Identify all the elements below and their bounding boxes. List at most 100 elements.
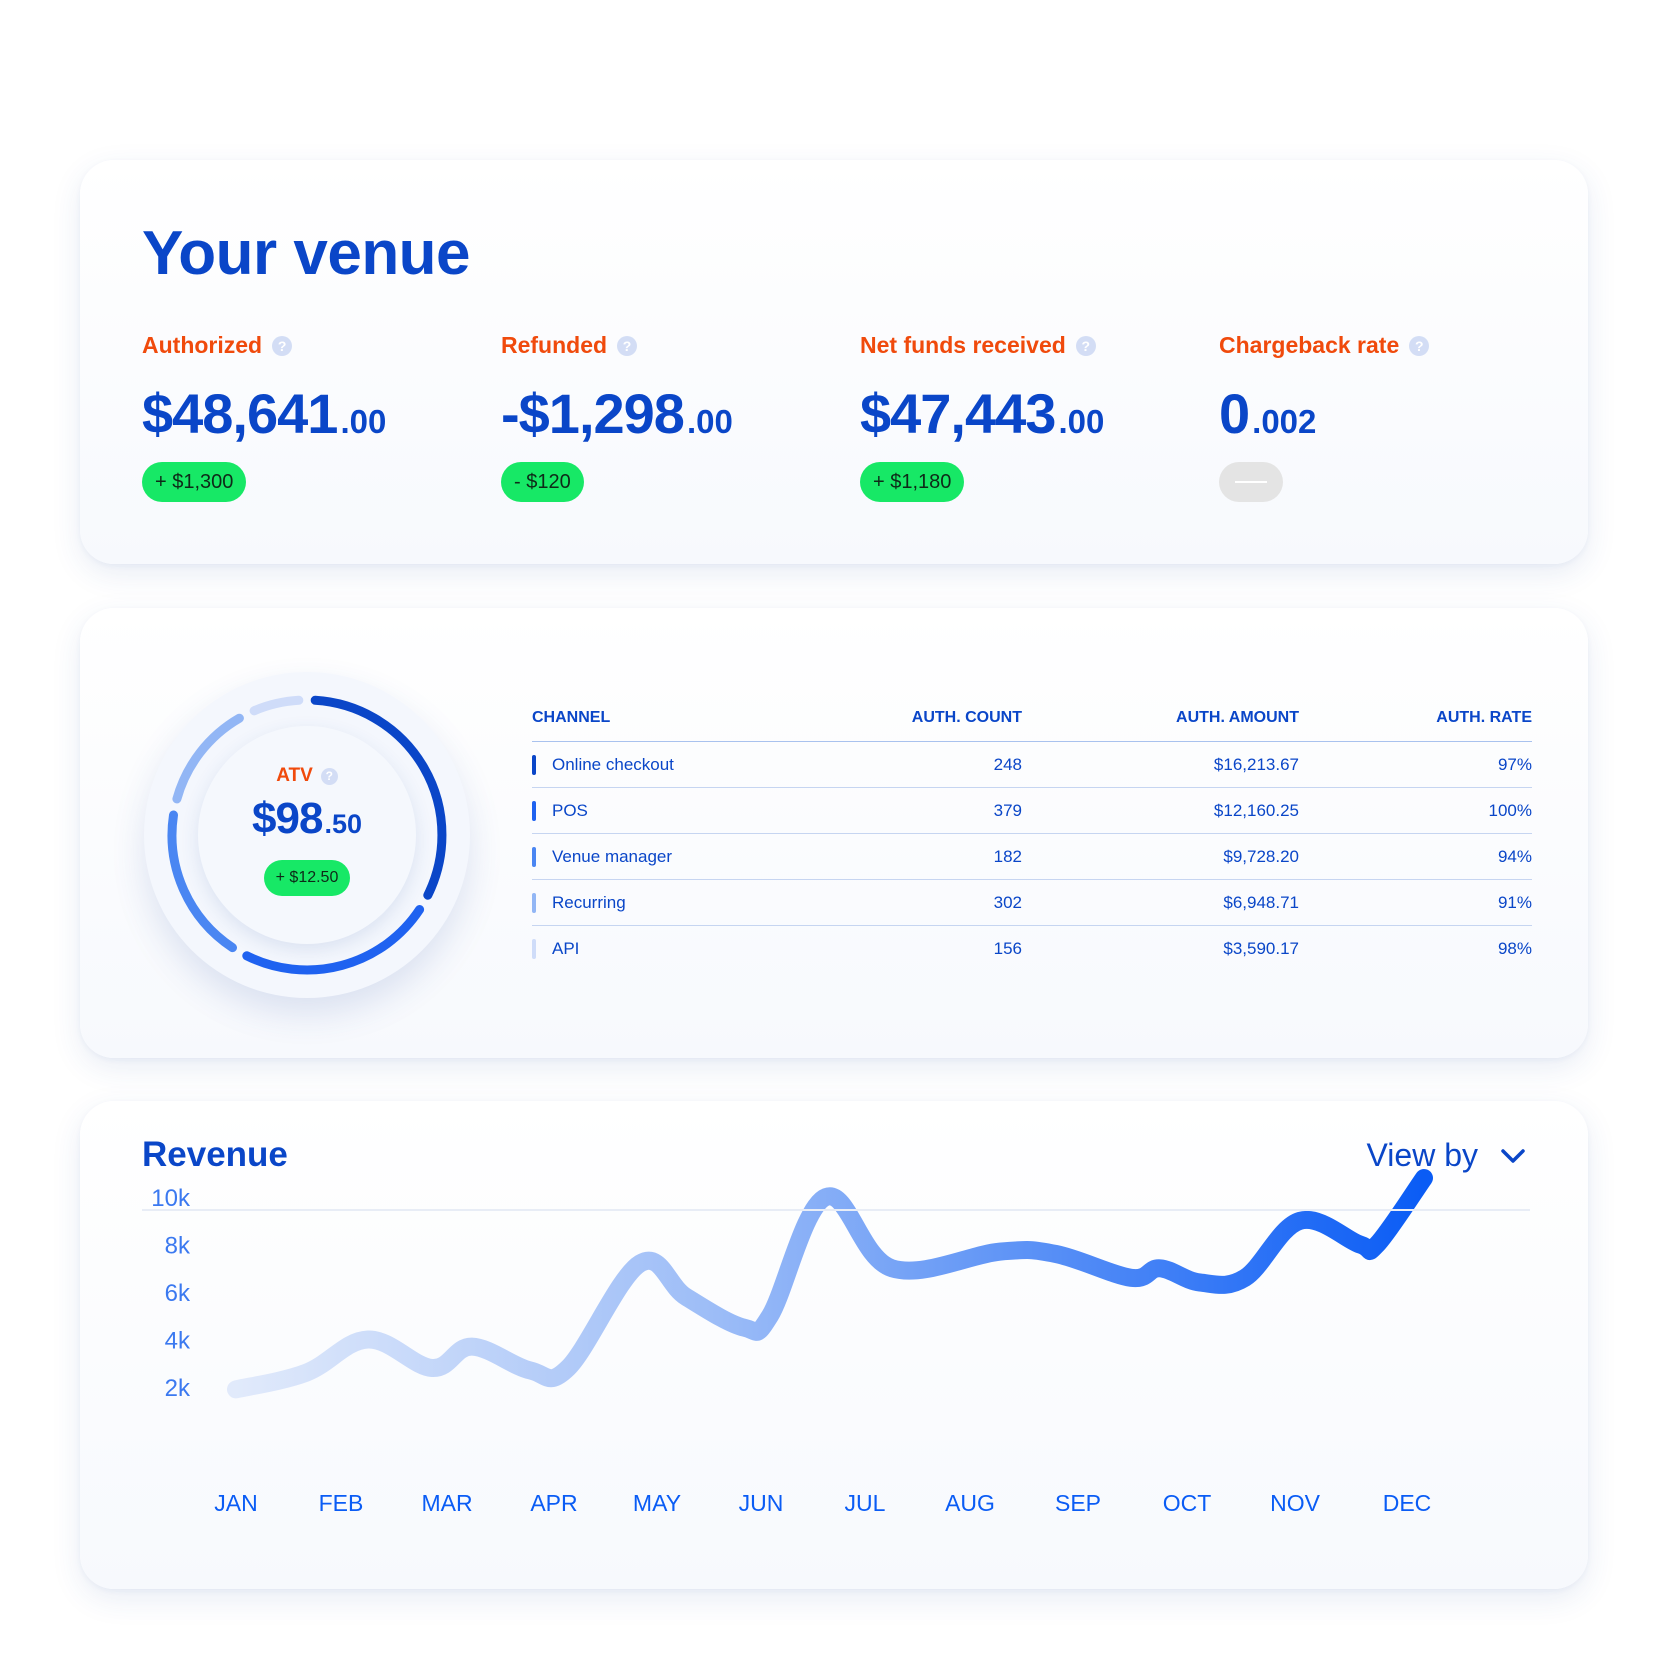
channel-color-marker	[532, 938, 536, 959]
x-tick-label: DEC	[1383, 1490, 1432, 1516]
auth-rate-cell: 98%	[1497, 938, 1532, 958]
x-tick-label: NOV	[1270, 1490, 1321, 1516]
atv-donut-ring	[167, 695, 447, 975]
metric-authorized: Authorized ? $48,641.00 + $1,300	[142, 332, 482, 502]
ring-segment-venue-manager	[167, 810, 237, 953]
atv-inner-disc	[198, 726, 416, 944]
channel-color-marker	[532, 846, 536, 867]
atv-value-main: $98	[252, 794, 323, 843]
page-title: Your venue	[142, 219, 471, 288]
chevron-down-icon	[1501, 1148, 1525, 1163]
metric-refunded: Refunded ? -$1,298.00 - $120	[501, 332, 841, 502]
dash-icon	[1235, 481, 1267, 483]
auth-count-cell: 379	[862, 787, 1022, 834]
auth-amount-cell: $16,213.67	[1022, 741, 1299, 788]
metric-value: 0.002	[1219, 381, 1559, 446]
help-icon[interactable]: ?	[320, 767, 338, 785]
help-icon[interactable]: ?	[272, 335, 293, 356]
auth-count-cell: 248	[862, 741, 1022, 788]
column-header-auth-amount[interactable]: AUTH. AMOUNT	[1022, 706, 1299, 742]
metric-value-main: -$1,298	[501, 382, 685, 445]
channel-name: Online checkout	[552, 754, 674, 774]
x-tick-label: AUG	[945, 1490, 995, 1516]
delta-badge-neutral	[1219, 462, 1283, 502]
delta-badge: + $1,180	[860, 462, 965, 502]
delta-badge: + $1,300	[142, 462, 247, 502]
metric-label: Authorized	[142, 332, 263, 358]
y-tick-label: 6k	[165, 1280, 191, 1307]
x-tick-label: JAN	[214, 1490, 257, 1516]
ring-segment-online-checkout	[310, 695, 447, 900]
x-tick-label: MAY	[633, 1490, 681, 1516]
metric-label: Refunded	[501, 332, 608, 358]
y-tick-label: 4k	[165, 1328, 191, 1355]
metric-value: $48,641.00	[142, 381, 482, 446]
x-tick-label: FEB	[319, 1490, 364, 1516]
revenue-series-line	[227, 1169, 1433, 1399]
y-tick-label: 8k	[165, 1233, 191, 1260]
ring-segment-recurring	[172, 713, 244, 804]
help-icon[interactable]: ?	[1409, 335, 1430, 356]
metric-value-main: 0	[1219, 382, 1250, 445]
metric-value-main: $47,443	[860, 382, 1056, 445]
auth-amount-cell: $12,160.25	[1022, 787, 1299, 834]
metric-value: -$1,298.00	[501, 381, 841, 446]
table-header-row: CHANNEL AUTH. COUNT AUTH. AMOUNT AUTH. R…	[532, 706, 1532, 742]
view-by-label: View by	[1366, 1137, 1478, 1173]
x-tick-label: OCT	[1163, 1490, 1212, 1516]
column-header-auth-count[interactable]: AUTH. COUNT	[862, 706, 1022, 742]
metric-value-main: $48,641	[142, 382, 338, 445]
revenue-line-chart: 10k 8k 6k 4k 2k JAN FEB MAR APR MAY JUN JUL AUG SEP OC…	[151, 1169, 1433, 1516]
venue-summary-card: Your venue Authorized ? $48,641.00 + $1,…	[80, 160, 1588, 564]
auth-amount-cell: $6,948.71	[1022, 879, 1299, 926]
auth-rate-cell: 94%	[1299, 833, 1532, 880]
auth-count-cell: 182	[862, 833, 1022, 880]
delta-badge: - $120	[501, 462, 584, 502]
channel-table: CHANNEL AUTH. COUNT AUTH. AMOUNT AUTH. R…	[532, 706, 1532, 971]
atv-value: $98.50	[144, 794, 470, 844]
auth-count-cell: 156	[993, 938, 1022, 958]
x-tick-label: APR	[530, 1490, 577, 1516]
y-tick-label: 10k	[151, 1185, 191, 1212]
channel-color-marker	[532, 800, 536, 821]
x-tick-label: JUN	[739, 1490, 784, 1516]
channel-name: API	[552, 938, 580, 958]
help-icon[interactable]: ?	[1075, 335, 1096, 356]
auth-rate-cell: 97%	[1299, 741, 1532, 788]
metric-label: Chargeback rate	[1219, 332, 1400, 358]
table-row[interactable]: Venue manager 182 $9,728.20 94%	[532, 833, 1532, 880]
y-tick-label: 2k	[165, 1375, 191, 1402]
help-icon[interactable]: ?	[617, 335, 638, 356]
auth-rate-cell: 100%	[1299, 787, 1532, 834]
metric-chargeback-rate: Chargeback rate ? 0.002	[1219, 332, 1559, 502]
revenue-title: Revenue	[142, 1135, 288, 1174]
atv-label: ATV	[276, 765, 313, 786]
metric-label: Net funds received	[860, 332, 1066, 358]
metric-value: $47,443.00	[860, 381, 1200, 446]
channels-card: ATV ? $98.50 + $12.50 CHANNEL AUTH. COUN…	[80, 608, 1588, 1058]
auth-amount-cell: $3,590.17	[1223, 938, 1299, 958]
table-row[interactable]: Online checkout 248 $16,213.67 97%	[532, 741, 1532, 788]
channel-color-marker	[532, 754, 536, 775]
auth-count-cell: 302	[862, 879, 1022, 926]
channel-color-marker	[532, 892, 536, 913]
channel-name: Venue manager	[552, 846, 673, 866]
revenue-divider	[142, 1209, 1530, 1211]
column-header-auth-rate[interactable]: AUTH. RATE	[1299, 706, 1532, 742]
view-by-dropdown[interactable]: View by	[1367, 1137, 1526, 1174]
x-tick-label: MAR	[421, 1490, 472, 1516]
metric-net-funds: Net funds received ? $47,443.00 + $1,180	[860, 332, 1200, 502]
ring-segment-pos	[242, 905, 425, 975]
column-header-channel[interactable]: CHANNEL	[532, 706, 862, 742]
x-tick-label: JUL	[845, 1490, 886, 1516]
atv-delta-badge: + $12.50	[263, 860, 351, 896]
table-row[interactable]: POS 379 $12,160.25 100%	[532, 787, 1532, 834]
channel-name: Recurring	[552, 892, 626, 912]
ring-segment-api	[249, 695, 304, 716]
table-row[interactable]: Recurring 302 $6,948.71 91%	[532, 879, 1532, 926]
table-row[interactable]: API 156 $3,590.17 98%	[532, 926, 1532, 972]
metric-value-cents: .00	[1058, 403, 1105, 440]
revenue-card: 10k 8k 6k 4k 2k JAN FEB MAR APR MAY JUN JUL AUG SEP OC…	[80, 1101, 1588, 1589]
metric-value-cents: .002	[1252, 403, 1317, 440]
atv-value-cents: .50	[324, 809, 362, 839]
